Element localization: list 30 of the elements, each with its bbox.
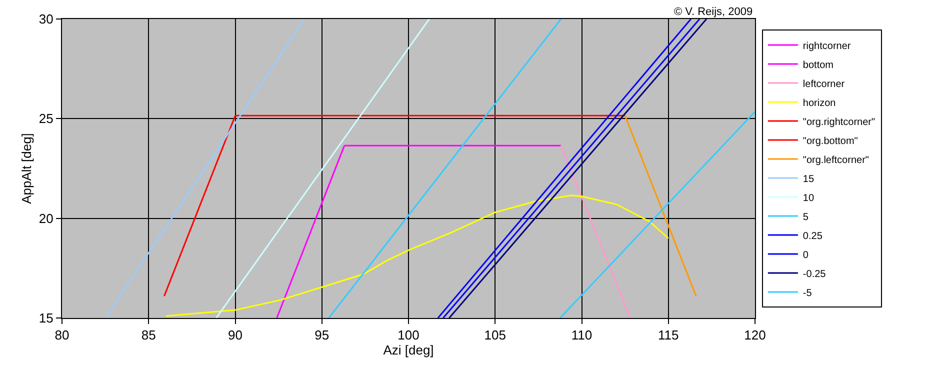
x-tick-label: 105 (484, 328, 506, 343)
legend-label: -5 (802, 288, 812, 299)
y-tick-label: 25 (38, 111, 54, 126)
x-tick-label: 95 (314, 328, 330, 343)
legend-label: "org.bottom" (802, 136, 858, 147)
legend-label: 10 (802, 192, 814, 204)
legend-label: bottom (802, 60, 834, 71)
x-axis-title: Azi [deg] (383, 342, 434, 358)
legend-label: 0.25 (802, 230, 823, 242)
x-tick-label: 100 (398, 328, 420, 343)
legend-label: -0.25 (802, 268, 826, 280)
x-tick-label: 120 (744, 328, 766, 343)
legend-label: leftcorner (802, 78, 846, 90)
legend-label: "org.rightcorner" (802, 116, 876, 128)
x-tick-label: 80 (54, 328, 70, 343)
legend-label: 0 (802, 250, 809, 261)
text: © V. Reijs, 2009 (674, 6, 753, 18)
y-tick-label: 20 (38, 210, 54, 226)
y-axis-title: AppAlt [deg] (18, 133, 34, 204)
x-tick-label: 110 (571, 328, 592, 343)
y-tick-label: 15 (38, 310, 54, 326)
x-tick-label: 115 (658, 328, 679, 343)
y-tick-label: 30 (38, 12, 54, 27)
x-tick-label: 85 (141, 328, 156, 343)
legend-label: 15 (802, 174, 814, 185)
legend-label: "org.leftcorner" (802, 154, 870, 166)
legend-label: 5 (802, 212, 809, 223)
legend-label: rightcorner (802, 40, 852, 52)
legend-label: horizon (802, 98, 836, 109)
x-tick-label: 90 (228, 328, 242, 343)
